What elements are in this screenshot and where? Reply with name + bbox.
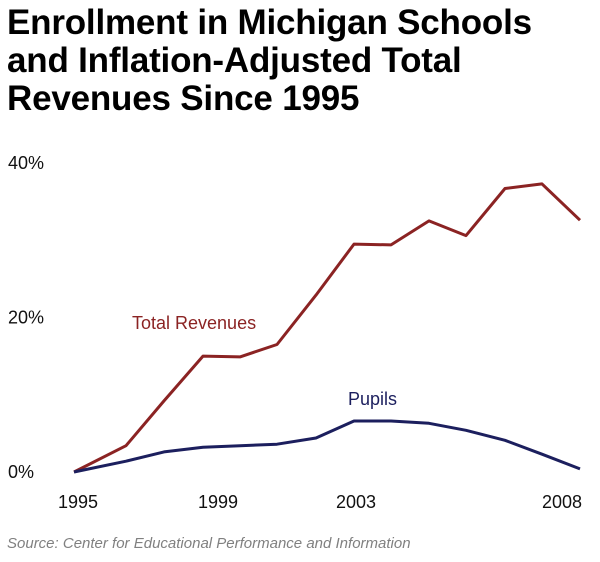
- series-line-pupils: [73, 419, 581, 474]
- series-lines: [73, 182, 582, 474]
- x-axis-ticks: 1995 1999 2003 2008: [58, 492, 582, 512]
- title-line-3: Revenues Since 1995: [7, 79, 360, 118]
- y-tick-label: 0%: [8, 462, 34, 482]
- series-label-pupils: Pupils: [348, 389, 397, 409]
- x-tick-label: 1995: [58, 492, 98, 512]
- x-tick-label: 1999: [198, 492, 238, 512]
- series-label-total-revenues: Total Revenues: [132, 313, 256, 333]
- chart-title: Enrollment in Michigan Schools and Infla…: [7, 4, 532, 118]
- y-axis-ticks: 0% 20% 40%: [8, 153, 44, 482]
- x-tick-label: 2008: [542, 492, 582, 512]
- y-tick-label: 40%: [8, 153, 44, 173]
- title-line-2: and Inflation-Adjusted Total: [7, 41, 462, 80]
- source-note: Source: Center for Educational Performan…: [7, 535, 411, 552]
- y-tick-label: 20%: [8, 308, 44, 328]
- x-tick-label: 2003: [336, 492, 376, 512]
- series-line-total-revenues: [73, 182, 582, 474]
- title-line-1: Enrollment in Michigan Schools: [7, 3, 532, 42]
